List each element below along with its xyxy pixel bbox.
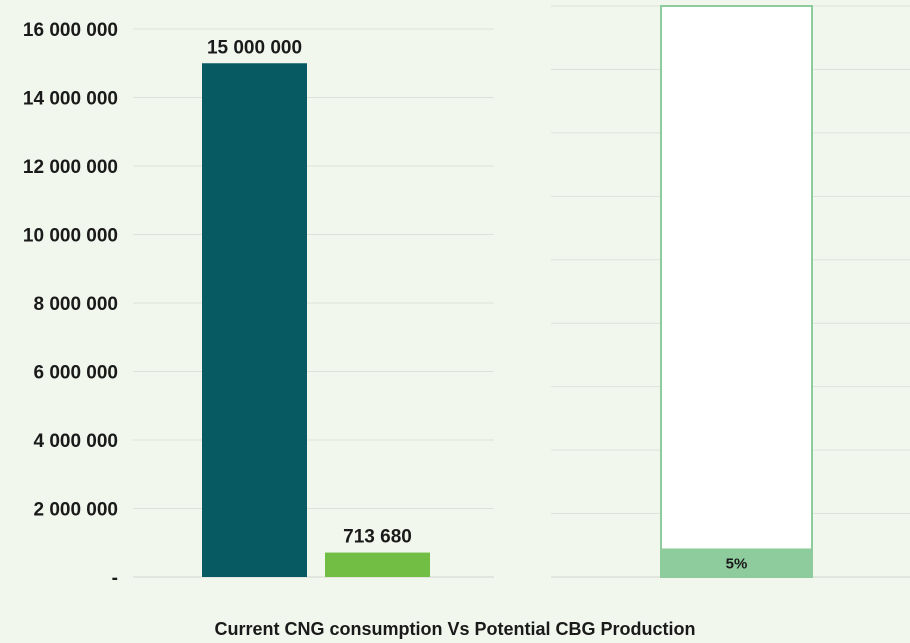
left-bars bbox=[202, 63, 430, 577]
chart-caption: Current CNG consumption Vs Potential CBG… bbox=[0, 619, 910, 640]
data-label-share: 5% bbox=[726, 556, 748, 573]
y-tick-label: 16 000 000 bbox=[23, 20, 118, 41]
y-tick-label: 14 000 000 bbox=[23, 89, 118, 110]
y-tick-label: 12 000 000 bbox=[23, 157, 118, 178]
chart-svg: - 2 000 000 4 000 000 6 000 000 8 000 000 10 … bbox=[0, 0, 910, 600]
data-label-1: 713 680 bbox=[343, 527, 412, 548]
bar-0 bbox=[202, 63, 307, 577]
left-gridlines bbox=[133, 29, 494, 577]
bar-remainder bbox=[661, 6, 812, 577]
y-tick-label: 6 000 000 bbox=[33, 363, 118, 384]
y-tick-label: 4 000 000 bbox=[33, 431, 118, 452]
y-axis-ticks: - 2 000 000 4 000 000 6 000 000 8 000 000 10 … bbox=[23, 20, 118, 589]
y-tick-label: 8 000 000 bbox=[33, 294, 118, 315]
y-tick-label: - bbox=[112, 568, 118, 589]
right-bars bbox=[661, 6, 812, 577]
y-tick-label: 10 000 000 bbox=[23, 226, 118, 247]
y-tick-label: 2 000 000 bbox=[33, 500, 118, 521]
data-label-0: 15 000 000 bbox=[207, 37, 302, 58]
bar-1 bbox=[325, 553, 430, 577]
